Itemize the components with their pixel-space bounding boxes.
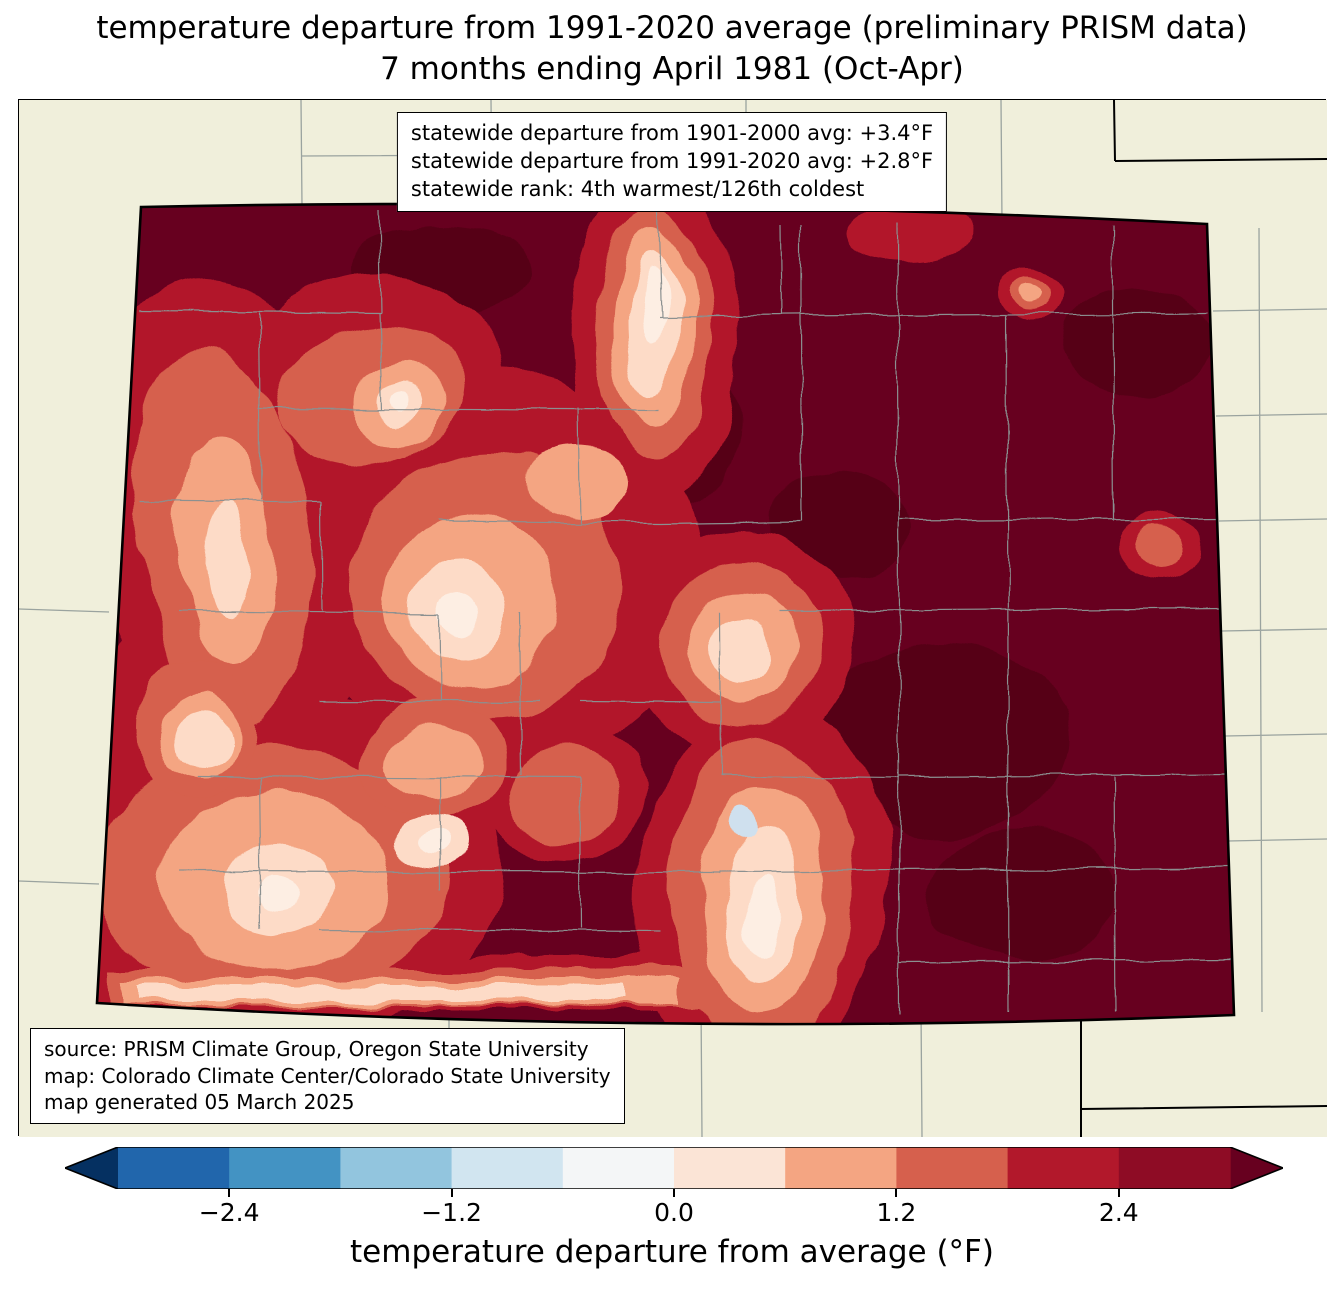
colorbar-segment: [1007, 1147, 1120, 1189]
colorbar-tick: [450, 1189, 453, 1197]
colorbar-segment: [451, 1147, 564, 1189]
stats-line-1: statewide departure from 1901-2000 avg: …: [410, 121, 934, 145]
source-line-3: map generated 05 March 2025: [44, 1090, 355, 1115]
colorbar-segment: [674, 1147, 786, 1189]
colorbar-under-arrow: [65, 1147, 118, 1189]
layer-slight-cool: [732, 805, 758, 839]
colorbar-tick: [1117, 1189, 1120, 1197]
map-panel: statewide departure from 1901-2000 avg: …: [18, 99, 1327, 1137]
colorbar-tick-label: 1.2: [876, 1198, 917, 1227]
stats-box: statewide departure from 1901-2000 avg: …: [396, 112, 948, 212]
colorbar-tick-label: −1.2: [421, 1198, 482, 1227]
colorbar-over-arrow: [1230, 1147, 1283, 1189]
colorbar-tick-label: 2.4: [1098, 1198, 1139, 1227]
county-lines: [140, 209, 1234, 1014]
title-line-1: temperature departure from 1991-2020 ave…: [96, 10, 1248, 46]
colorbar-tick-label: −2.4: [198, 1198, 260, 1227]
source-line-1: source: PRISM Climate Group, Oregon Stat…: [44, 1037, 589, 1062]
colorbar-tick: [228, 1189, 231, 1197]
page-title: temperature departure from 1991-2020 ave…: [0, 8, 1344, 90]
neighbor-state-borders: [1080, 100, 1327, 1137]
colorbar-tick: [673, 1189, 675, 1197]
colorbar-segment: [1118, 1147, 1231, 1189]
source-box: source: PRISM Climate Group, Oregon Stat…: [30, 1028, 625, 1124]
colorbar: [65, 1147, 1283, 1189]
colorado-temperature-map: [19, 100, 1327, 1137]
title-line-2: 7 months ending April 1981 (Oct-Apr): [380, 51, 964, 87]
layer-near-zero: [253, 268, 780, 958]
colorbar-segment: [562, 1147, 675, 1189]
colorbar-segment: [785, 1147, 898, 1189]
stats-line-3: statewide rank: 4th warmest/126th coldes…: [410, 176, 865, 201]
state-fill-layers: [97, 203, 1234, 1025]
colorbar-tick-label: 0.0: [654, 1198, 694, 1227]
colorbar-segment: [229, 1147, 342, 1189]
colorbar-axis-label: temperature departure from average (°F): [350, 1234, 994, 1270]
stats-line-2: statewide departure from 1991-2020 avg: …: [410, 148, 934, 173]
colorbar-segment: [896, 1147, 1009, 1189]
colorbar-segment: [340, 1147, 453, 1189]
source-line-2: map: Colorado Climate Center/Colorado St…: [44, 1063, 611, 1088]
colorbar-segment: [118, 1147, 230, 1189]
colorbar-tick: [895, 1189, 898, 1197]
